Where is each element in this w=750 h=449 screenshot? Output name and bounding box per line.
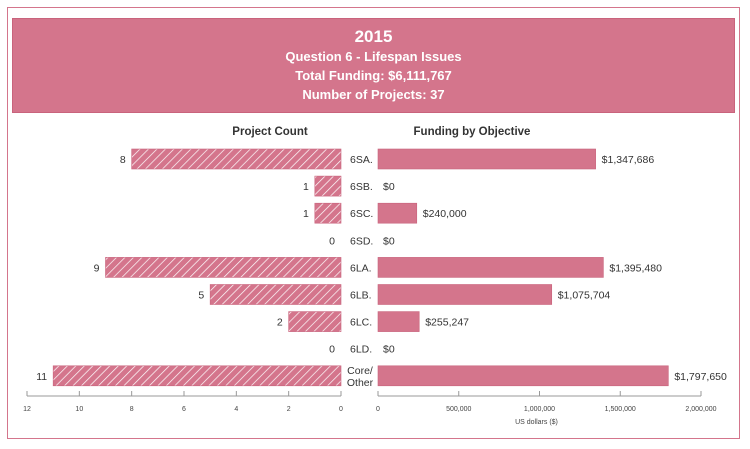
funding-tick-label: 500,000: [446, 406, 471, 413]
project-count-bar: [314, 175, 342, 197]
project-count-tick-label: 12: [23, 406, 31, 413]
project-count-bar: [52, 365, 342, 387]
project-count-bar: [288, 311, 342, 332]
funding-label: $255,247: [425, 317, 469, 329]
funding-tick-label: 0: [376, 406, 380, 413]
project-count-label: 8: [120, 154, 126, 166]
funding-label: $1,075,704: [558, 290, 611, 302]
project-count-tick-label: 10: [75, 406, 83, 413]
funding-bar: [377, 365, 669, 387]
funding-tick-label: 1,000,000: [524, 406, 555, 413]
header-question: Question 6 - Lifespan Issues: [285, 49, 462, 64]
project-count-tick-label: 0: [339, 406, 343, 413]
funding-bar: [377, 311, 420, 332]
project-count-label: 9: [94, 262, 100, 274]
funding-bar: [377, 257, 604, 278]
project-count-tick-label: 2: [287, 406, 291, 413]
project-count-label: 11: [36, 371, 47, 383]
funding-label: $0: [383, 344, 395, 356]
funding-title: Funding by Objective: [414, 126, 531, 138]
funding-label: $1,797,650: [674, 371, 727, 383]
category-label: Core/: [347, 365, 373, 377]
project-count-bar: [131, 148, 342, 170]
project-count-tick-label: 6: [182, 406, 186, 413]
category-label: 6SD.: [350, 235, 373, 247]
project-count-label: 2: [277, 317, 283, 329]
project-count-bar: [209, 284, 342, 305]
category-label: 6LA.: [350, 262, 372, 274]
category-label: 6SB.: [350, 181, 373, 193]
chart-frame: [7, 7, 740, 439]
project-count-bar: [314, 202, 342, 224]
project-count-label: 1: [303, 208, 309, 220]
funding-label: $240,000: [423, 208, 467, 220]
project-count-label: 1: [303, 181, 309, 193]
category-label: 6SC.: [350, 208, 373, 220]
header-num-projects: Number of Projects: 37: [302, 87, 445, 102]
funding-label: $0: [383, 181, 395, 193]
project-count-tick-label: 8: [130, 406, 134, 413]
project-count-title: Project Count: [232, 126, 308, 138]
chart-header: 2015 Question 6 - Lifespan Issues Total …: [12, 18, 735, 113]
category-label: 6LC.: [350, 317, 372, 329]
funding-tick-label: 1,500,000: [605, 406, 636, 413]
project-count-tick-label: 4: [234, 406, 238, 413]
category-label: 6SA.: [350, 154, 373, 166]
funding-bar: [377, 148, 596, 170]
header-total-funding: Total Funding: $6,111,767: [295, 68, 452, 83]
project-count-label: 0: [329, 235, 335, 247]
header-year: 2015: [354, 27, 393, 46]
funding-label: $1,395,480: [609, 262, 662, 274]
funding-axis-title: US dollars ($): [515, 419, 558, 426]
funding-bar: [377, 284, 553, 305]
category-label: 6LD.: [350, 344, 372, 356]
funding-label: $0: [383, 235, 395, 247]
project-count-label: 0: [329, 344, 335, 356]
category-label: 6LB.: [350, 290, 372, 302]
project-count-bar: [105, 257, 342, 278]
category-label: Other: [347, 377, 374, 389]
funding-label: $1,347,686: [602, 154, 655, 166]
project-count-label: 5: [198, 290, 204, 302]
funding-bar: [377, 202, 418, 224]
funding-tick-label: 2,000,000: [685, 406, 716, 413]
